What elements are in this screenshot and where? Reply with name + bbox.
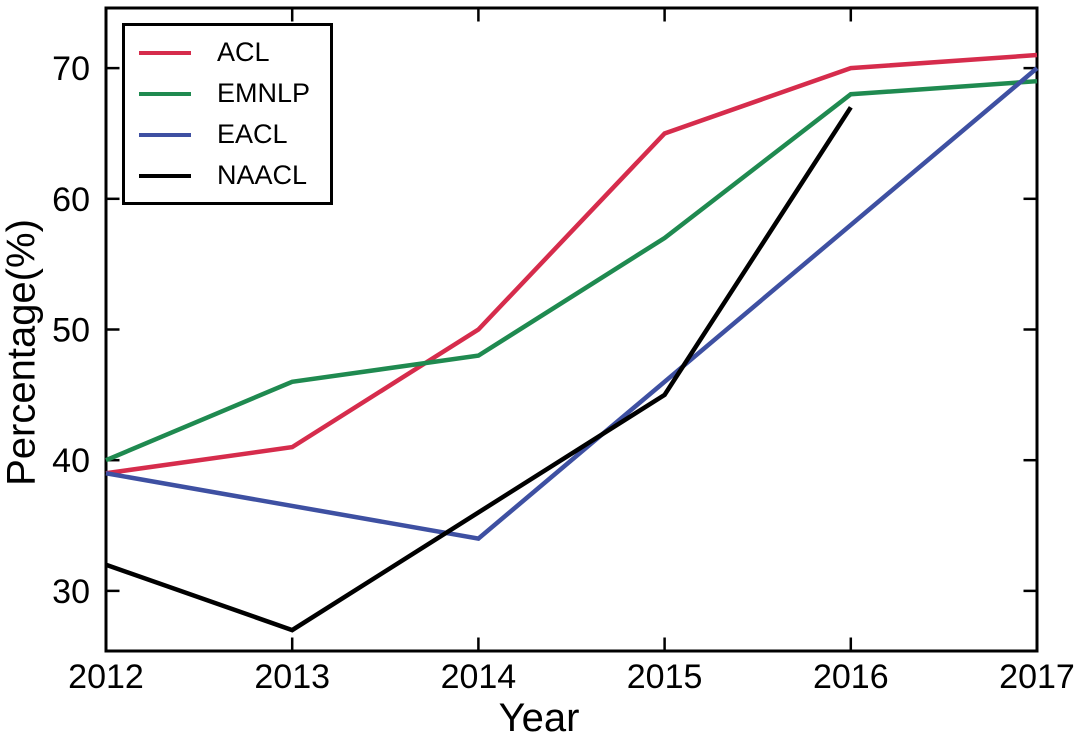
naacl-line: [105, 106, 853, 633]
eacl-line: [105, 66, 1039, 542]
y-tick-label: 60: [52, 181, 90, 219]
x-axis-label: Year: [498, 696, 580, 734]
x-tick-label: 2012: [68, 658, 144, 696]
legend-item-emnlp: EMNLP: [125, 75, 330, 113]
y-tick-label: 40: [52, 442, 90, 480]
y-tick-label: 70: [52, 50, 90, 88]
emnlp-line: [105, 78, 1038, 463]
legend-label-acl: ACL: [217, 37, 270, 67]
legend-item-acl: ACL: [125, 34, 330, 72]
y-tick-label: 50: [52, 312, 90, 350]
acl-line-swatch: [139, 50, 191, 55]
y-tick-label: 30: [52, 573, 90, 611]
x-tick-label: 2016: [813, 658, 889, 696]
naacl-line-swatch: [139, 173, 191, 178]
eacl-line-swatch: [139, 132, 191, 137]
legend-label-naacl: NAACL: [217, 160, 308, 190]
emnlp-line-swatch: [139, 91, 191, 96]
legend: ACL EMNLP EACL NAACL: [122, 23, 333, 205]
legend-item-naacl: NAACL: [125, 157, 330, 195]
legend-label-emnlp: EMNLP: [217, 78, 311, 108]
x-tick-label: 2017: [999, 658, 1075, 696]
x-tick-label: 2014: [441, 658, 517, 696]
axis-frame: [104, 6, 1039, 653]
legend-label-eacl: EACL: [217, 119, 288, 149]
acl-line: [105, 52, 1038, 476]
x-tick-label: 2013: [254, 658, 330, 696]
x-tick-label: 2015: [627, 658, 703, 696]
legend-item-eacl: EACL: [125, 116, 330, 154]
y-axis-label: Percentage(%): [0, 219, 44, 486]
